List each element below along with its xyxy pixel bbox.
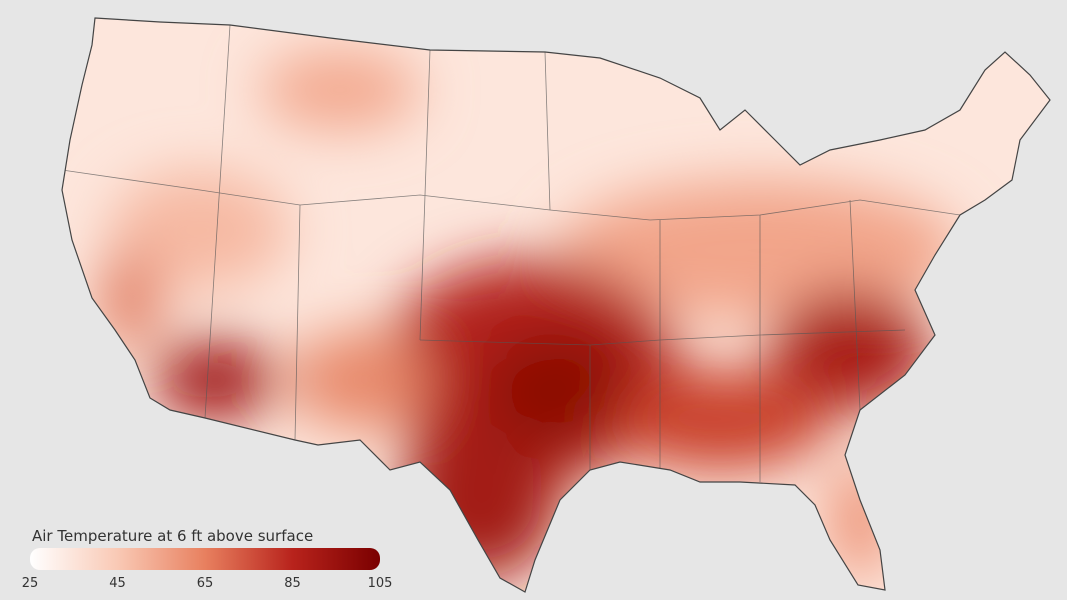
color-bar [30, 548, 380, 570]
legend-tick-label: 45 [109, 576, 126, 591]
legend-tick-label: 105 [368, 576, 393, 591]
legend: Air Temperature at 6 ft above surface 25… [22, 527, 393, 591]
legend-tick-label: 65 [197, 576, 214, 591]
legend-tick-label: 85 [284, 576, 301, 591]
legend-tick-label: 25 [22, 576, 39, 591]
legend-title: Air Temperature at 6 ft above surface [32, 527, 313, 545]
